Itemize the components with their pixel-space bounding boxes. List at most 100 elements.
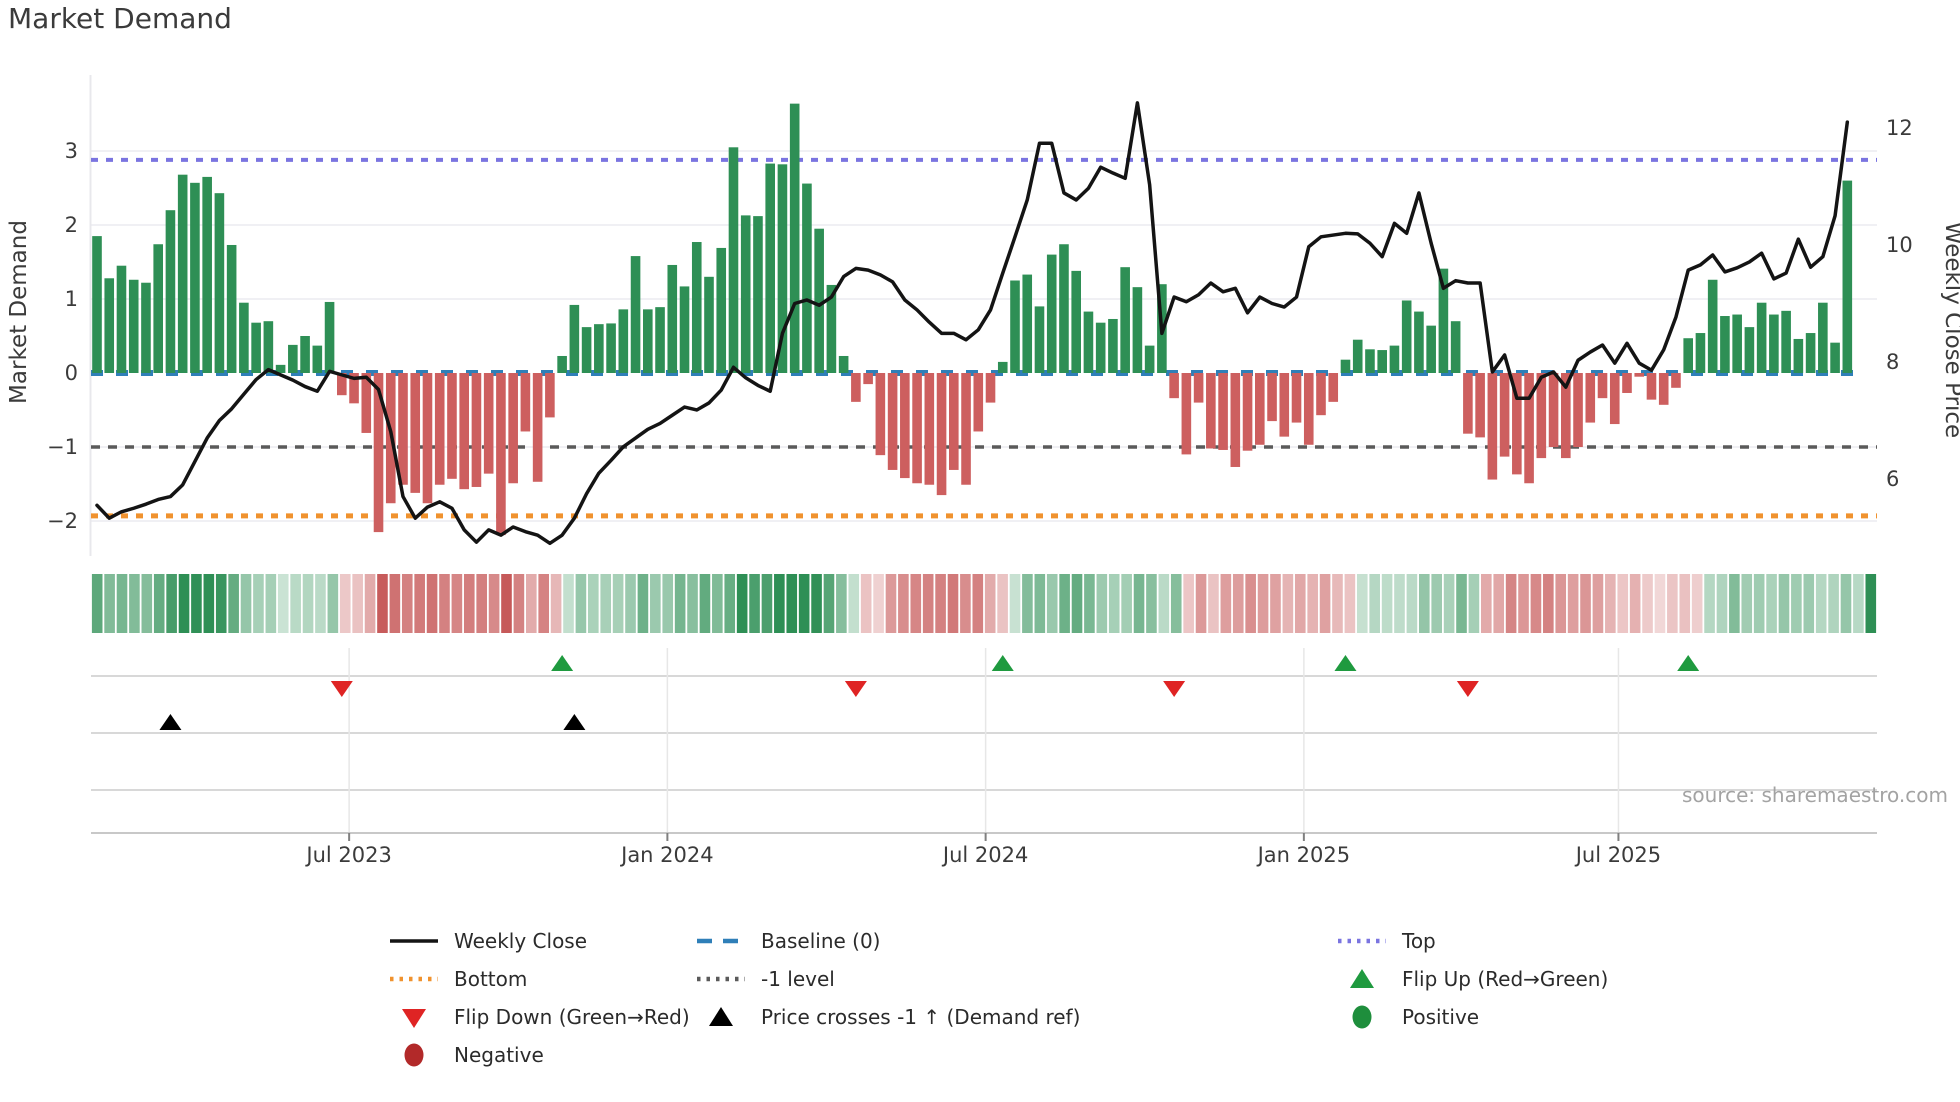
- demand-bar-negative: [936, 373, 947, 496]
- legend-label: Positive: [1402, 1005, 1480, 1029]
- demand-bar-positive: [1120, 267, 1130, 373]
- demand-bar-negative: [912, 373, 922, 484]
- legend-item: Weekly Close: [388, 922, 690, 960]
- heatmap-cell: [600, 574, 612, 633]
- heatmap-cell: [1071, 574, 1083, 633]
- heatmap-cell: [1356, 574, 1368, 633]
- heatmap-cell: [823, 574, 835, 633]
- heatmap-cell: [984, 574, 996, 633]
- heatmap-cell: [1667, 574, 1678, 633]
- heatmap-cell: [588, 574, 599, 633]
- demand-bar-negative: [1193, 373, 1204, 403]
- heatmap-cell: [1518, 574, 1529, 633]
- heatmap-cell: [873, 574, 884, 633]
- heatmap-cell: [910, 574, 922, 633]
- demand-bar-negative: [1609, 373, 1620, 425]
- heatmap-cell: [1853, 574, 1864, 633]
- demand-bar-positive: [1340, 359, 1351, 373]
- heatmap-cell: [1766, 574, 1777, 633]
- heatmap-cell: [960, 574, 971, 633]
- heatmap-cell: [1158, 574, 1170, 633]
- demand-bar-positive: [704, 276, 714, 373]
- heatmap-cell: [240, 574, 252, 633]
- demand-bar-negative: [1316, 373, 1326, 416]
- heatmap-cell: [1270, 574, 1281, 633]
- heatmap-cell: [1840, 574, 1852, 633]
- demand-bar-positive: [312, 345, 323, 373]
- demand-bar-positive: [1132, 287, 1143, 373]
- demand-bar-positive: [1059, 244, 1069, 373]
- demand-bar-positive: [1010, 280, 1020, 373]
- demand-bar-negative: [471, 373, 482, 487]
- heatmap-cell: [1046, 574, 1058, 633]
- heatmap-cell: [228, 574, 239, 633]
- heatmap-cell: [1096, 574, 1108, 633]
- demand-bar-negative: [1487, 373, 1498, 480]
- dots-swatch-icon: [390, 976, 438, 982]
- heatmap-cell: [352, 574, 363, 633]
- heatmap-cell: [1220, 574, 1232, 633]
- demand-bar-positive: [1830, 342, 1840, 373]
- heatmap-cell: [414, 574, 425, 633]
- demand-bar-positive: [1426, 325, 1436, 373]
- demand-bar-positive: [141, 282, 151, 373]
- demand-bar-negative: [1303, 373, 1314, 445]
- demand-bar-positive: [1720, 316, 1730, 373]
- heatmap-cell: [1493, 574, 1505, 633]
- heatmap-cell: [1555, 574, 1567, 633]
- right-tick-label: 8: [1886, 350, 1899, 374]
- demand-bar-negative: [459, 373, 469, 490]
- heatmap-cell: [972, 574, 984, 633]
- demand-bar-negative: [532, 373, 543, 482]
- dots-swatch-icon: [697, 976, 745, 982]
- flip-up-marker: [551, 655, 574, 671]
- demand-bar-negative: [887, 373, 898, 470]
- demand-bar-negative: [1561, 373, 1571, 459]
- demand-bar-negative: [973, 373, 984, 432]
- legend-label: Flip Up (Red→Green): [1402, 967, 1609, 991]
- heatmap-cell: [1481, 574, 1492, 633]
- demand-bar-positive: [92, 236, 102, 373]
- heatmap-cell: [1456, 574, 1467, 633]
- heatmap-cell: [1753, 574, 1765, 633]
- heatmap-cell: [426, 574, 438, 633]
- heatmap-cell: [712, 574, 723, 633]
- heatmap-cell: [1803, 574, 1815, 633]
- heatmap-cell: [1642, 574, 1653, 633]
- heatmap-cell: [1369, 574, 1380, 633]
- demand-bar-negative: [1181, 373, 1192, 455]
- left-tick-label: −2: [47, 509, 78, 533]
- heatmap-cell: [1729, 574, 1740, 633]
- demand-bar-positive: [104, 278, 115, 373]
- heatmap-cell: [463, 574, 475, 633]
- demand-bar-negative: [1475, 373, 1485, 438]
- demand-bar-positive: [1756, 302, 1767, 373]
- legend-label: Negative: [454, 1043, 544, 1067]
- heatmap-cell: [1543, 574, 1554, 633]
- demand-bar-positive: [177, 174, 188, 373]
- demand-bar-negative: [508, 373, 518, 484]
- demand-bar-positive: [1438, 268, 1449, 373]
- demand-bar-positive: [1377, 350, 1387, 373]
- flip-up-marker: [1677, 655, 1700, 671]
- heatmap-cell: [451, 574, 463, 633]
- demand-bar-negative: [410, 373, 421, 493]
- heatmap-cell: [1431, 574, 1443, 633]
- demand-bar-positive: [643, 309, 653, 373]
- tri-up-swatch: [1350, 969, 1374, 988]
- heatmap-cell: [501, 574, 512, 633]
- demand-bar-positive: [1683, 338, 1693, 373]
- weekly-close-line: [95, 101, 1850, 546]
- demand-bar-positive: [1744, 327, 1755, 373]
- demand-bar-positive: [1365, 349, 1375, 373]
- heatmap-cell: [947, 574, 959, 633]
- heatmap-cell: [1307, 574, 1318, 633]
- flip-down-marker: [1456, 681, 1479, 697]
- demand-bar-negative: [851, 373, 861, 402]
- demand-bar-positive: [165, 210, 176, 373]
- demand-bar-negative: [949, 373, 959, 470]
- heatmap-cell: [1059, 574, 1070, 633]
- flip-down-marker: [1163, 681, 1186, 697]
- demand-bar-negative: [1536, 373, 1547, 459]
- demand-bar-negative: [337, 373, 347, 396]
